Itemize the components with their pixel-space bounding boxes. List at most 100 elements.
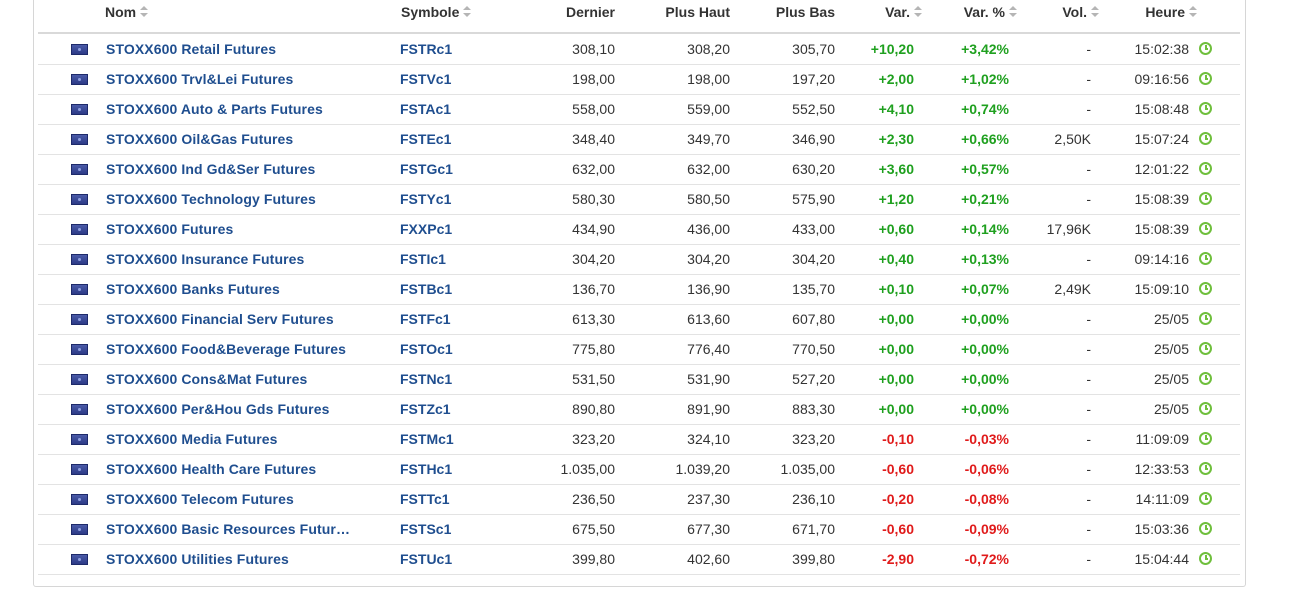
table-row[interactable]: STOXX600 Utilities Futures FSTUc1 399,80 40… (38, 545, 1240, 575)
instrument-name-link[interactable]: STOXX600 Trvl&Lei Futures (106, 71, 294, 87)
clock-icon[interactable] (1199, 252, 1212, 265)
sort-arrows-icon[interactable] (140, 6, 149, 18)
symbol-link[interactable]: FSTZc1 (400, 401, 451, 417)
clock-icon[interactable] (1199, 42, 1212, 55)
table-row[interactable]: STOXX600 Trvl&Lei Futures FSTVc1 198,00 198… (38, 65, 1240, 95)
clock-icon[interactable] (1199, 432, 1212, 445)
last-price: 434,90 (572, 221, 615, 237)
clock-icon[interactable] (1199, 312, 1212, 325)
symbol-link[interactable]: FXXPc1 (400, 221, 453, 237)
header-last[interactable]: Dernier (565, 4, 615, 20)
symbol-link[interactable]: FSTGc1 (400, 161, 453, 177)
header-time[interactable]: Heure (1145, 4, 1197, 20)
header-name[interactable]: Nom (105, 4, 149, 20)
instrument-name-link[interactable]: STOXX600 Telecom Futures (106, 491, 294, 507)
instrument-name-link[interactable]: STOXX600 Per&Hou Gds Futures (106, 401, 330, 417)
table-row[interactable]: STOXX600 Ind Gd&Ser Futures FSTGc1 632,00 6… (38, 155, 1240, 185)
table-row[interactable]: STOXX600 Banks Futures FSTBc1 136,70 136,90… (38, 275, 1240, 305)
instrument-name-link[interactable]: STOXX600 Basic Resources Futur… (106, 521, 351, 537)
table-row[interactable]: STOXX600 Futures FXXPc1 434,90 436,00 433,00… (38, 215, 1240, 245)
volume-value: - (1086, 431, 1091, 447)
symbol-link[interactable]: FSTSc1 (400, 521, 452, 537)
table-row[interactable]: STOXX600 Auto & Parts Futures FSTAc1 558,0… (38, 95, 1240, 125)
symbol-link[interactable]: FSTYc1 (400, 191, 452, 207)
instrument-name-link[interactable]: STOXX600 Futures (106, 221, 234, 237)
symbol-link[interactable]: FSTEc1 (400, 131, 452, 147)
change-percent: +1,02% (961, 71, 1009, 87)
symbol-link[interactable]: FSTBc1 (400, 281, 453, 297)
sort-arrows-icon[interactable] (1189, 6, 1197, 18)
symbol-link[interactable]: FSTAc1 (400, 101, 452, 117)
clock-icon[interactable] (1199, 132, 1212, 145)
clock-icon[interactable] (1199, 72, 1212, 85)
table-row[interactable]: STOXX600 Financial Serv Futures FSTFc1 613… (38, 305, 1240, 335)
sort-arrows-icon[interactable] (1009, 6, 1017, 18)
clock-icon[interactable] (1199, 342, 1212, 355)
change-value: +2,00 (878, 71, 914, 87)
eu-flag-icon (71, 104, 88, 115)
table-row[interactable]: STOXX600 Oil&Gas Futures FSTEc1 348,40 349,… (38, 125, 1240, 155)
instrument-name-link[interactable]: STOXX600 Cons&Mat Futures (106, 371, 308, 387)
header-volume[interactable]: Vol. (1062, 4, 1099, 20)
instrument-name-link[interactable]: STOXX600 Media Futures (106, 431, 278, 447)
instrument-name-link[interactable]: STOXX600 Retail Futures (106, 41, 277, 57)
change-value: -2,90 (882, 551, 914, 567)
clock-icon[interactable] (1199, 102, 1212, 115)
header-low[interactable]: Plus Bas (775, 4, 835, 20)
clock-icon[interactable] (1199, 492, 1212, 505)
clock-icon[interactable] (1199, 462, 1212, 475)
table-row[interactable]: STOXX600 Technology Futures FSTYc1 580,30 5… (38, 185, 1240, 215)
change-value: +0,00 (878, 401, 914, 417)
high-price: 613,60 (687, 311, 730, 327)
table-row[interactable]: STOXX600 Health Care Futures FSTHc1 1.035,… (38, 455, 1240, 485)
clock-icon[interactable] (1199, 282, 1212, 295)
last-price: 632,00 (572, 161, 615, 177)
instrument-name-link[interactable]: STOXX600 Financial Serv Futures (106, 311, 334, 327)
instrument-name-link[interactable]: STOXX600 Auto & Parts Futures (106, 101, 323, 117)
table-row[interactable]: STOXX600 Per&Hou Gds Futures FSTZc1 890,80… (38, 395, 1240, 425)
change-value: +0,00 (878, 311, 914, 327)
clock-icon[interactable] (1199, 522, 1212, 535)
clock-icon[interactable] (1199, 402, 1212, 415)
clock-icon[interactable] (1199, 372, 1212, 385)
sort-arrows-icon[interactable] (914, 6, 922, 18)
sort-arrows-icon[interactable] (463, 6, 472, 18)
symbol-link[interactable]: FSTUc1 (400, 551, 453, 567)
header-high[interactable]: Plus Haut (665, 4, 730, 20)
symbol-link[interactable]: FSTTc1 (400, 491, 450, 507)
symbol-link[interactable]: FSTIc1 (400, 251, 446, 267)
header-change-pct[interactable]: Var. % (964, 4, 1017, 20)
table-row[interactable]: STOXX600 Media Futures FSTMc1 323,20 324,10… (38, 425, 1240, 455)
table-row[interactable]: STOXX600 Food&Beverage Futures FSTOc1 775,… (38, 335, 1240, 365)
symbol-link[interactable]: FSTFc1 (400, 311, 451, 327)
high-price: 531,90 (687, 371, 730, 387)
instrument-name-link[interactable]: STOXX600 Technology Futures (106, 191, 316, 207)
table-row[interactable]: STOXX600 Retail Futures FSTRc1 308,10 308,2… (38, 35, 1240, 65)
clock-icon[interactable] (1199, 192, 1212, 205)
clock-icon[interactable] (1199, 162, 1212, 175)
symbol-link[interactable]: FSTHc1 (400, 461, 453, 477)
instrument-name-link[interactable]: STOXX600 Utilities Futures (106, 551, 289, 567)
symbol-link[interactable]: FSTNc1 (400, 371, 453, 387)
instrument-name-link[interactable]: STOXX600 Insurance Futures (106, 251, 305, 267)
table-row[interactable]: STOXX600 Insurance Futures FSTIc1 304,20 30… (38, 245, 1240, 275)
high-price: 559,00 (687, 101, 730, 117)
time-value: 15:07:24 (1134, 131, 1190, 147)
symbol-link[interactable]: FSTOc1 (400, 341, 453, 357)
instrument-name-link[interactable]: STOXX600 Health Care Futures (106, 461, 317, 477)
table-row[interactable]: STOXX600 Cons&Mat Futures FSTNc1 531,50 531… (38, 365, 1240, 395)
symbol-link[interactable]: FSTVc1 (400, 71, 452, 87)
symbol-link[interactable]: FSTMc1 (400, 431, 454, 447)
clock-icon[interactable] (1199, 552, 1212, 565)
header-symbol[interactable]: Symbole (401, 4, 472, 20)
instrument-name-link[interactable]: STOXX600 Food&Beverage Futures (106, 341, 347, 357)
table-row[interactable]: STOXX600 Basic Resources Futur… FSTSc1 675… (38, 515, 1240, 545)
header-change[interactable]: Var. (885, 4, 922, 20)
symbol-link[interactable]: FSTRc1 (400, 41, 453, 57)
instrument-name-link[interactable]: STOXX600 Banks Futures (106, 281, 280, 297)
table-row[interactable]: STOXX600 Telecom Futures FSTTc1 236,50 237,… (38, 485, 1240, 515)
instrument-name-link[interactable]: STOXX600 Oil&Gas Futures (106, 131, 294, 147)
instrument-name-link[interactable]: STOXX600 Ind Gd&Ser Futures (106, 161, 316, 177)
clock-icon[interactable] (1199, 222, 1212, 235)
sort-arrows-icon[interactable] (1091, 6, 1099, 18)
